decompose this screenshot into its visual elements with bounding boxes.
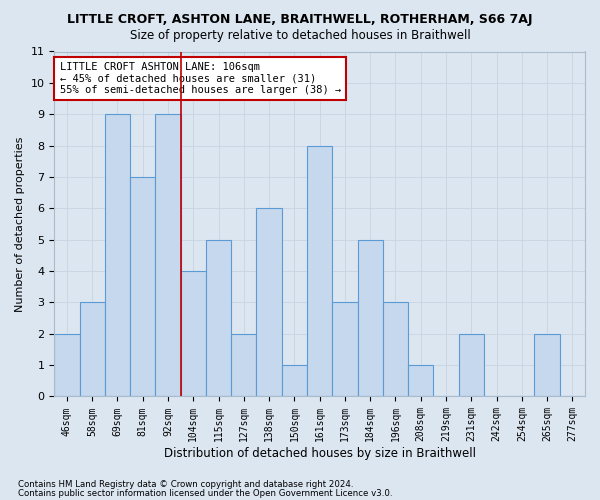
Bar [80,302,105,396]
Text: LITTLE CROFT, ASHTON LANE, BRAITHWELL, ROTHERHAM, S66 7AJ: LITTLE CROFT, ASHTON LANE, BRAITHWELL, R… [67,12,533,26]
Bar [54,334,80,396]
Text: Size of property relative to detached houses in Braithwell: Size of property relative to detached ho… [130,29,470,42]
Bar [130,177,155,396]
Y-axis label: Number of detached properties: Number of detached properties [15,136,25,312]
Bar [332,302,358,396]
Bar [105,114,130,397]
Text: LITTLE CROFT ASHTON LANE: 106sqm
← 45% of detached houses are smaller (31)
55% o: LITTLE CROFT ASHTON LANE: 106sqm ← 45% o… [59,62,341,95]
Bar [307,146,332,396]
Text: Contains public sector information licensed under the Open Government Licence v3: Contains public sector information licen… [18,488,392,498]
Text: Contains HM Land Registry data © Crown copyright and database right 2024.: Contains HM Land Registry data © Crown c… [18,480,353,489]
Bar [155,114,181,397]
Bar [181,271,206,396]
Bar [282,365,307,396]
Bar [231,334,256,396]
Bar [408,365,433,396]
Bar [383,302,408,396]
X-axis label: Distribution of detached houses by size in Braithwell: Distribution of detached houses by size … [164,447,476,460]
Bar [535,334,560,396]
Bar [206,240,231,396]
Bar [358,240,383,396]
Bar [256,208,282,396]
Bar [458,334,484,396]
